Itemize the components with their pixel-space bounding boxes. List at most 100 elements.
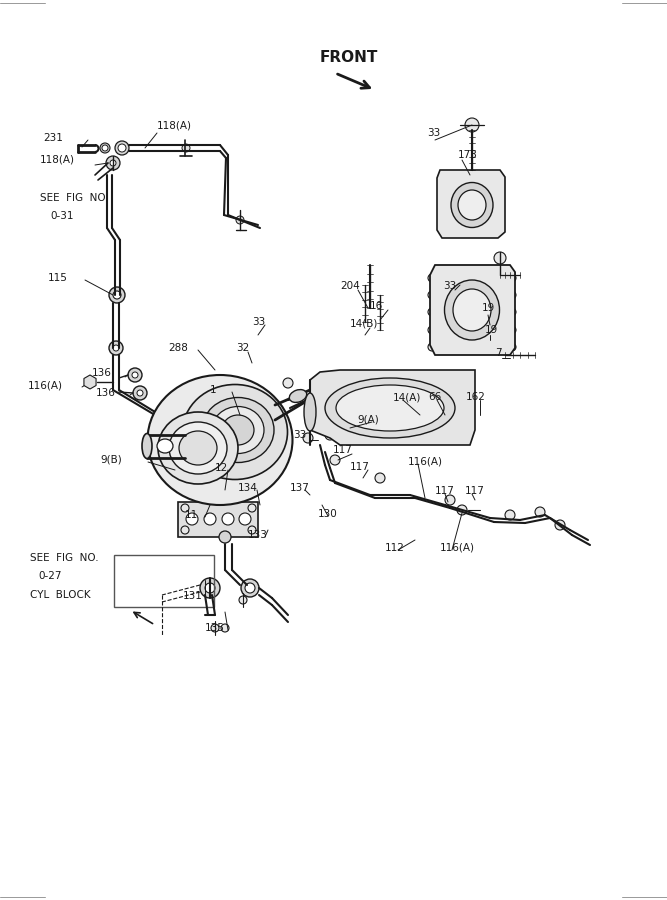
Ellipse shape: [222, 415, 254, 445]
Text: 135: 135: [205, 623, 225, 633]
Circle shape: [375, 473, 385, 483]
Circle shape: [555, 520, 565, 530]
Circle shape: [465, 118, 479, 132]
Circle shape: [110, 160, 116, 166]
Text: 117: 117: [435, 486, 455, 496]
Circle shape: [508, 274, 516, 282]
Text: 112: 112: [385, 543, 405, 553]
Text: 288: 288: [168, 343, 188, 353]
Text: 118(A): 118(A): [157, 120, 192, 130]
Circle shape: [109, 287, 125, 303]
Circle shape: [200, 578, 220, 598]
Circle shape: [132, 372, 138, 378]
Text: 33: 33: [427, 128, 440, 138]
Circle shape: [181, 526, 189, 534]
Ellipse shape: [157, 439, 173, 453]
Circle shape: [503, 343, 513, 353]
Circle shape: [508, 291, 516, 299]
Circle shape: [505, 510, 515, 520]
Circle shape: [186, 513, 198, 525]
Bar: [178, 502, 258, 537]
Circle shape: [445, 430, 455, 440]
Ellipse shape: [289, 390, 307, 402]
Text: 19: 19: [482, 303, 496, 313]
Text: 173: 173: [458, 150, 478, 160]
Circle shape: [137, 390, 143, 396]
Text: 136: 136: [96, 388, 116, 398]
Circle shape: [508, 308, 516, 316]
Circle shape: [325, 430, 335, 440]
Ellipse shape: [444, 280, 500, 340]
Circle shape: [205, 583, 215, 593]
Circle shape: [113, 345, 119, 351]
Circle shape: [269, 406, 281, 418]
Circle shape: [236, 216, 244, 224]
Text: 0-27: 0-27: [38, 571, 61, 581]
Circle shape: [133, 386, 147, 400]
Circle shape: [221, 624, 229, 632]
Text: 7: 7: [495, 348, 502, 358]
Circle shape: [445, 495, 455, 505]
Circle shape: [428, 291, 436, 299]
Circle shape: [508, 343, 516, 351]
Circle shape: [118, 144, 126, 152]
Text: 117: 117: [333, 445, 353, 455]
Ellipse shape: [147, 375, 293, 505]
Ellipse shape: [142, 434, 152, 458]
Circle shape: [226, 418, 250, 442]
Text: SEE  FIG  NO.: SEE FIG NO.: [40, 193, 109, 203]
Text: 9(B): 9(B): [100, 455, 122, 465]
Ellipse shape: [183, 384, 287, 480]
Polygon shape: [84, 375, 96, 389]
Text: 33: 33: [293, 430, 306, 440]
Ellipse shape: [451, 183, 493, 228]
Text: 32: 32: [236, 343, 249, 353]
Text: 117: 117: [465, 486, 485, 496]
Text: FRONT: FRONT: [320, 50, 378, 66]
Ellipse shape: [336, 385, 444, 431]
Circle shape: [181, 504, 189, 512]
Text: 115: 115: [48, 273, 68, 283]
Ellipse shape: [325, 378, 455, 438]
Text: 14(B): 14(B): [350, 318, 378, 328]
Ellipse shape: [212, 407, 264, 454]
Text: 33: 33: [443, 281, 456, 291]
Text: 9(A): 9(A): [357, 415, 379, 425]
Circle shape: [330, 455, 340, 465]
Circle shape: [325, 403, 335, 413]
Text: CYL  BLOCK: CYL BLOCK: [30, 590, 91, 600]
Circle shape: [535, 507, 545, 517]
Circle shape: [503, 270, 513, 280]
Circle shape: [303, 433, 313, 443]
Text: 19: 19: [485, 325, 498, 335]
Circle shape: [283, 378, 293, 388]
Text: 16: 16: [370, 301, 384, 311]
Circle shape: [102, 145, 108, 151]
Circle shape: [248, 526, 256, 534]
Circle shape: [182, 144, 190, 152]
Circle shape: [457, 505, 467, 515]
Text: 66: 66: [428, 392, 442, 402]
Ellipse shape: [169, 422, 227, 474]
Text: 204: 204: [340, 281, 360, 291]
Ellipse shape: [158, 412, 238, 484]
Ellipse shape: [458, 190, 486, 220]
Text: 11: 11: [185, 510, 198, 520]
Text: 116(A): 116(A): [28, 380, 63, 390]
Circle shape: [239, 596, 247, 604]
Circle shape: [445, 403, 455, 413]
Text: 133: 133: [248, 530, 268, 540]
Circle shape: [342, 422, 354, 434]
Ellipse shape: [453, 289, 491, 331]
Circle shape: [462, 300, 482, 320]
Circle shape: [241, 579, 259, 597]
Polygon shape: [310, 370, 475, 445]
Ellipse shape: [202, 398, 274, 463]
Circle shape: [100, 143, 110, 153]
Circle shape: [245, 583, 255, 593]
Text: 116(A): 116(A): [408, 456, 443, 466]
Text: 1: 1: [210, 385, 217, 395]
Text: 134: 134: [238, 483, 258, 493]
Circle shape: [435, 343, 445, 353]
Circle shape: [494, 252, 506, 264]
